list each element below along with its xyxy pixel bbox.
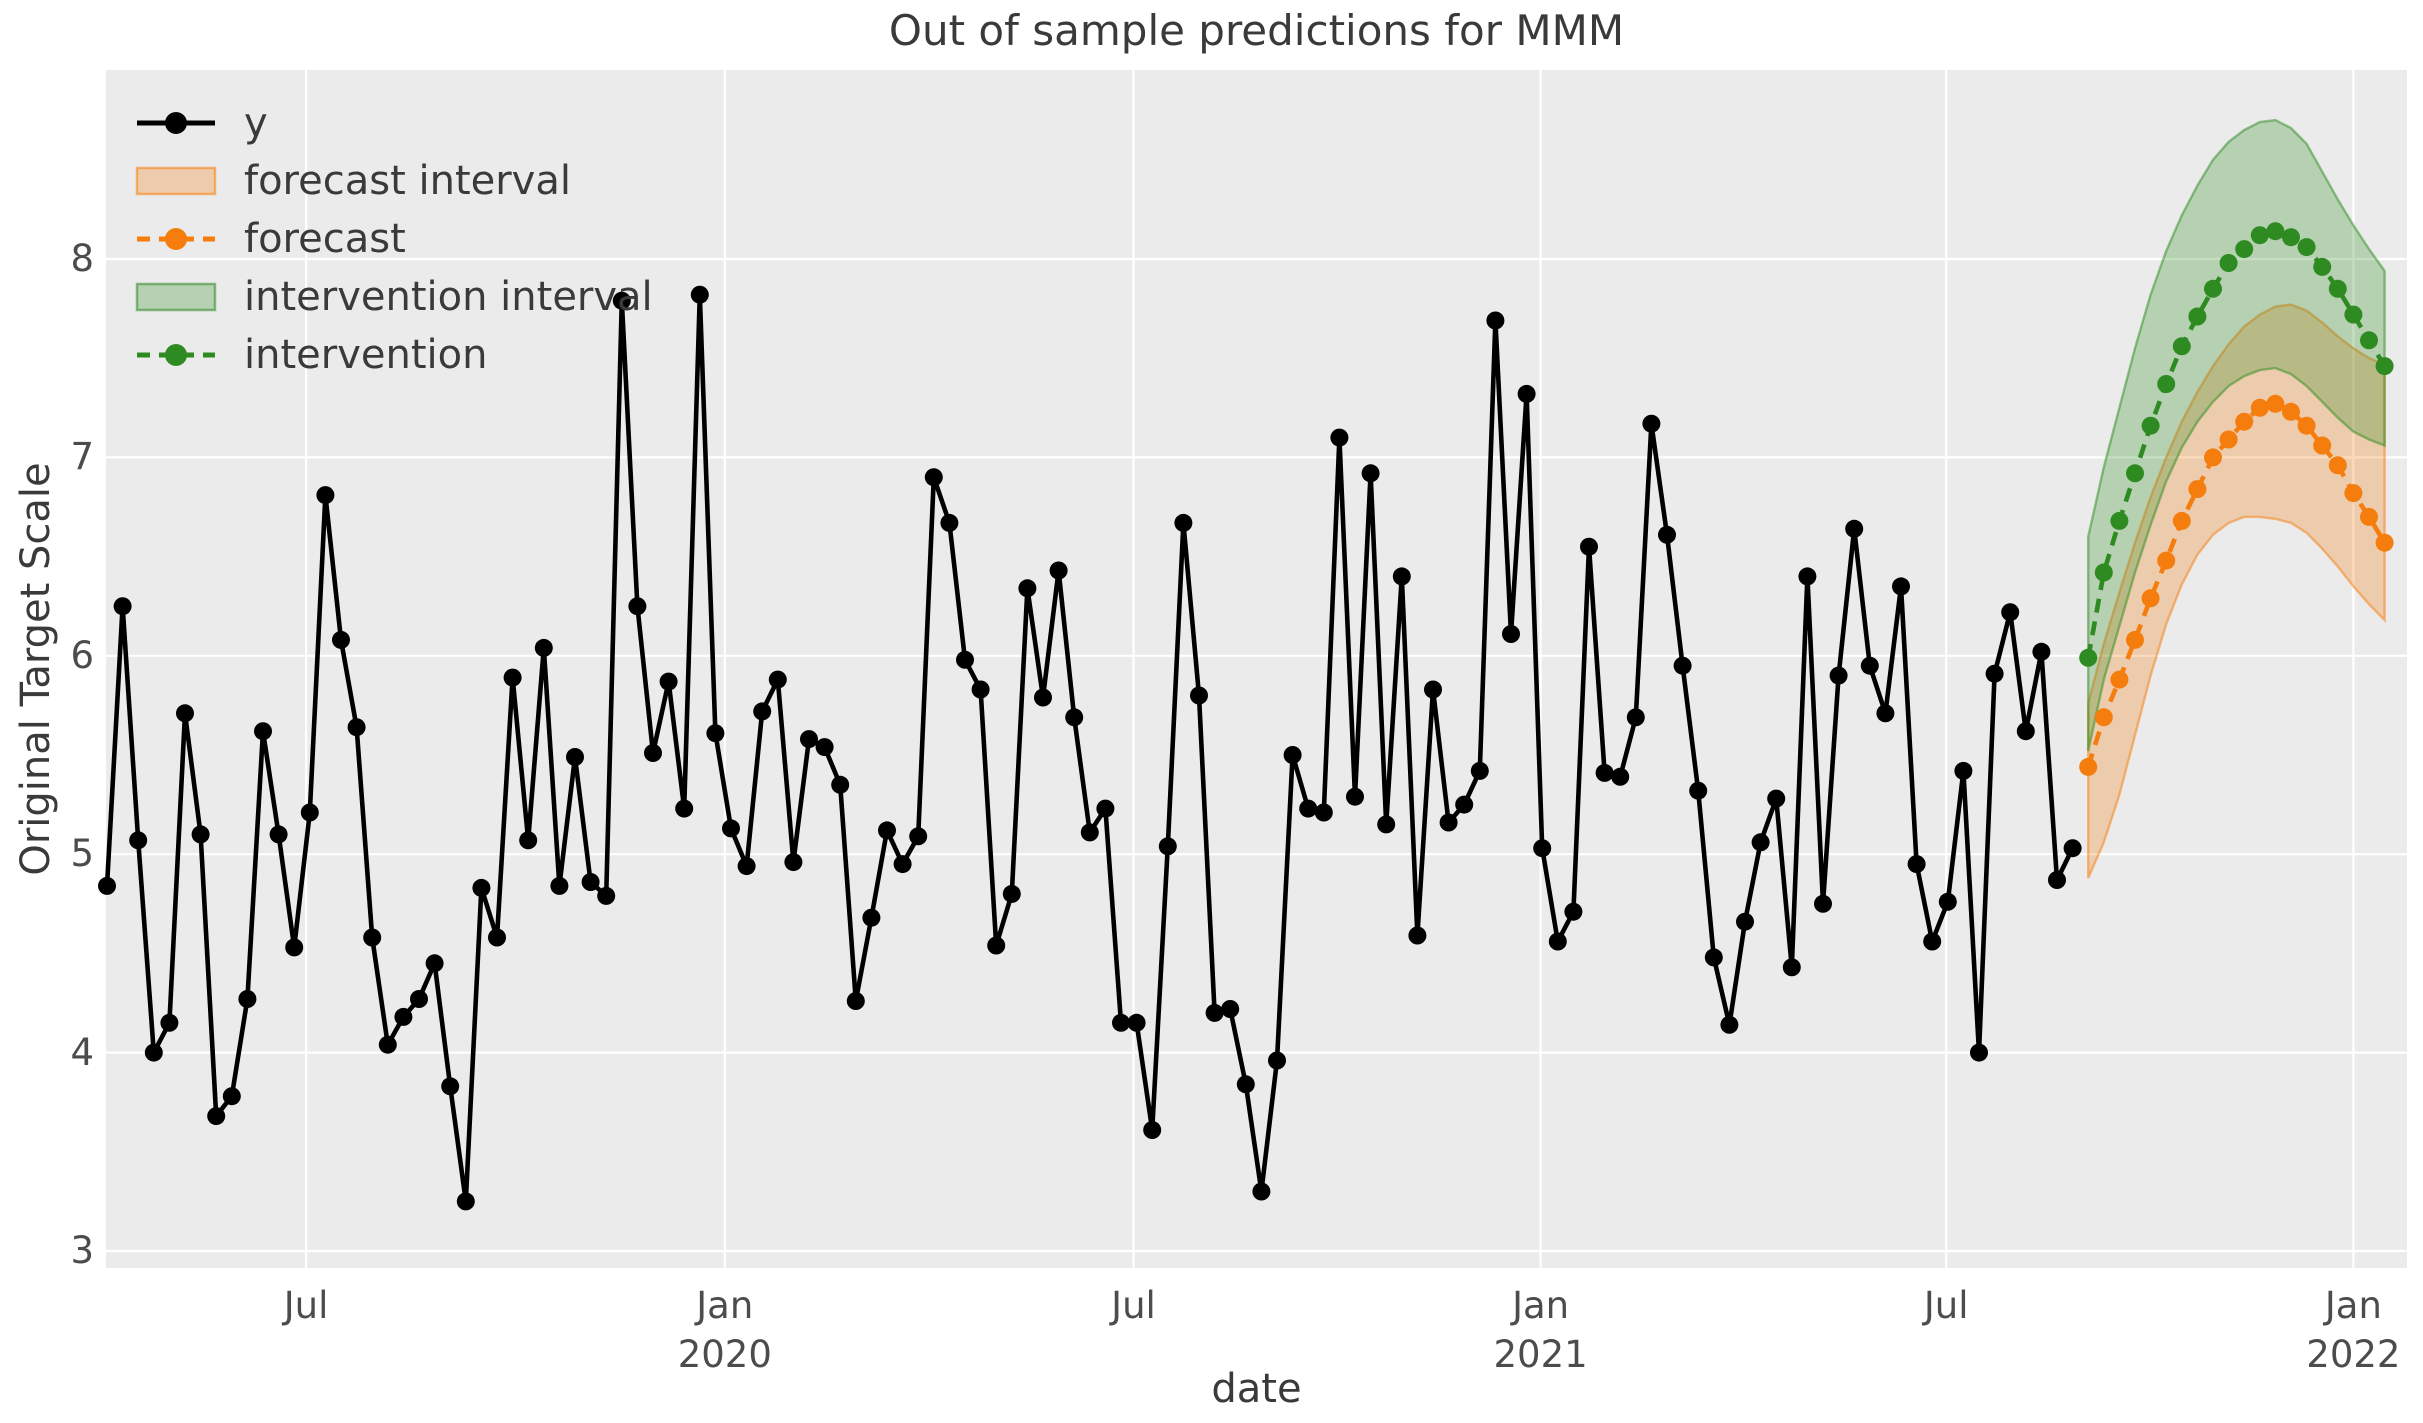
y-tick-label: 4 xyxy=(70,1030,94,1074)
intervention-interval-legend-patch xyxy=(135,282,217,312)
legend-item-forecast: forecast xyxy=(134,210,653,268)
forecast-interval-legend-patch xyxy=(135,166,217,196)
x-tick-label: Jan 2021 xyxy=(1493,1284,1588,1376)
x-tick-label: Jul xyxy=(1111,1284,1156,1327)
forecast-interval-band xyxy=(2087,303,2386,879)
y-series-legend-marker xyxy=(137,112,215,134)
legend-label: y xyxy=(244,100,268,146)
grid-lines xyxy=(106,70,2407,1268)
y-tick-label: 7 xyxy=(70,435,94,479)
legend-item-y: y xyxy=(134,94,653,152)
legend-label: intervention interval xyxy=(244,274,653,320)
legend: y forecast interval forecast interventio… xyxy=(134,94,653,384)
legend-item-intervention: intervention xyxy=(134,326,653,384)
plot-background xyxy=(106,70,2407,1268)
intervention-line xyxy=(2079,222,2394,667)
forecast-line xyxy=(2079,394,2394,776)
x-tick-label: Jul xyxy=(283,1284,329,1327)
x-tick-label: Jan 2020 xyxy=(677,1284,772,1376)
y-tick-label: 6 xyxy=(70,633,94,677)
y-tick-label: 8 xyxy=(70,237,94,280)
intervention-legend-marker xyxy=(137,344,215,366)
legend-item-intervention-interval: intervention interval xyxy=(134,268,653,326)
y-tick-label: 3 xyxy=(70,1229,94,1272)
intervention-interval-band xyxy=(2087,118,2386,752)
y-series-line xyxy=(98,285,2082,1211)
forecast-legend-marker xyxy=(137,228,215,250)
legend-label: intervention xyxy=(244,332,488,378)
x-tick-label: Jul xyxy=(1923,1284,1969,1327)
x-axis-label: date xyxy=(1211,1366,1302,1412)
legend-label: forecast interval xyxy=(244,158,571,204)
x-tick-label: Jan 2022 xyxy=(2306,1284,2401,1376)
legend-item-forecast-interval: forecast interval xyxy=(134,152,653,210)
chart-title: Out of sample predictions for MMM xyxy=(888,6,1625,55)
legend-label: forecast xyxy=(244,216,406,262)
y-tick-label: 5 xyxy=(70,832,94,876)
